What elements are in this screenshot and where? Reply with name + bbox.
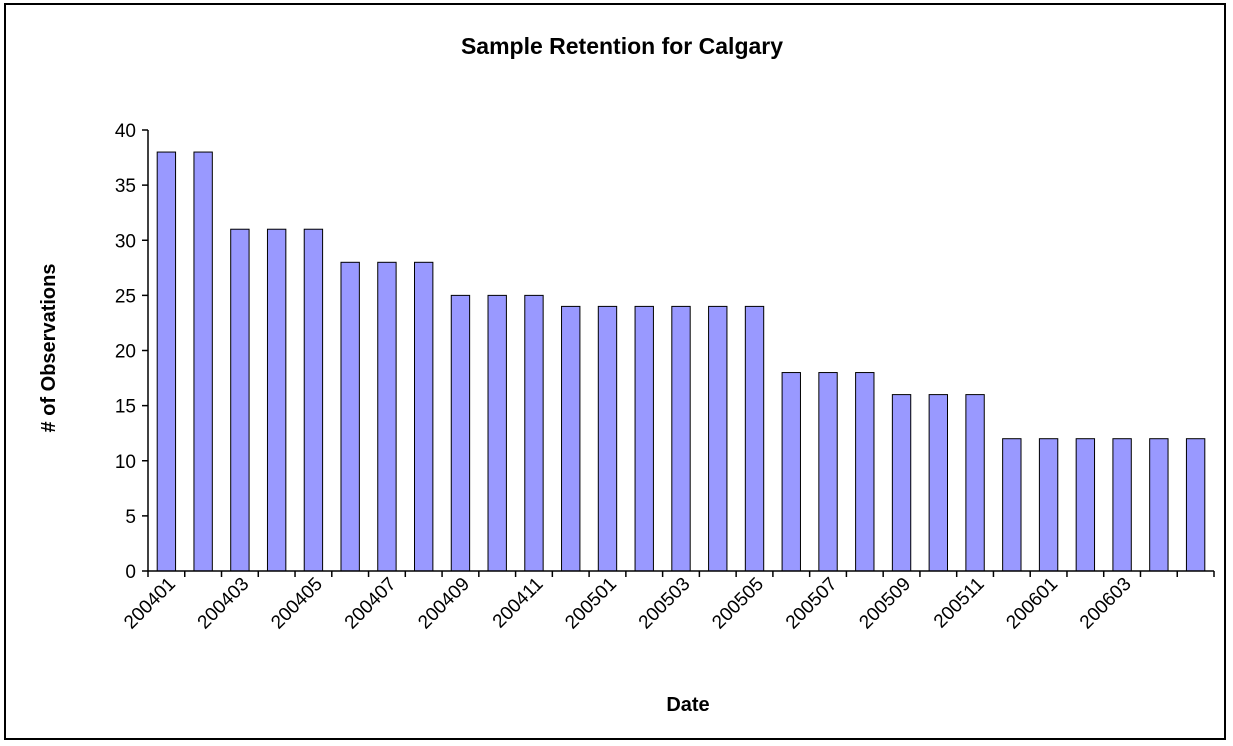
x-tick-label: 200501: [561, 574, 621, 634]
x-tick-label: 200405: [267, 574, 327, 634]
x-tick-label: 200505: [708, 574, 768, 634]
x-tick-label: 200407: [341, 574, 401, 634]
bar-200602: [1075, 438, 1096, 572]
x-tick-label: 200403: [194, 574, 254, 634]
bar-200603: [1112, 438, 1132, 572]
bar-200604: [1149, 438, 1169, 572]
bar-200412: [561, 305, 581, 572]
y-tick-label: 40: [115, 121, 136, 142]
bar-200404: [266, 228, 287, 572]
bar-200510: [928, 394, 948, 572]
y-axis-ticks: 0 5 10 15 20 25 30 35 40: [115, 121, 148, 583]
bar-200401: [156, 151, 177, 572]
x-tick-label: 200601: [1002, 574, 1062, 634]
bar-200508: [855, 372, 875, 572]
bar-200406: [340, 261, 360, 572]
bar-200408: [414, 261, 434, 572]
bar-200505: [744, 305, 765, 572]
y-tick-label: 5: [125, 507, 136, 528]
bar-200409: [450, 294, 471, 572]
x-tick-label: 200603: [1076, 574, 1136, 634]
bar-200511: [965, 394, 985, 572]
y-tick-label: 0: [125, 562, 136, 583]
x-axis-ticks: 200401 200403 200405 200407 200409 200411 2005…: [120, 571, 1215, 634]
bars: [156, 151, 1206, 572]
bar-200402: [193, 151, 213, 572]
bar-200411: [524, 294, 544, 572]
y-tick-label: 35: [115, 176, 136, 197]
bar-200405: [303, 228, 324, 572]
bar-200502: [634, 305, 654, 572]
y-tick-label: 20: [115, 342, 136, 363]
x-tick-label: 200507: [782, 574, 842, 634]
bar-200407: [377, 261, 397, 572]
y-tick-label: 25: [115, 286, 136, 307]
chart-title: Sample Retention for Calgary: [461, 33, 783, 59]
bar-200605: [1185, 438, 1206, 572]
bar-200410: [487, 294, 507, 572]
bar-200506: [781, 372, 801, 572]
x-tick-label: 200511: [930, 574, 989, 633]
x-tick-label: 200509: [855, 574, 915, 634]
bar-200601: [1038, 438, 1059, 572]
y-axis-title: # of Observations: [38, 264, 60, 433]
bar-200503: [671, 305, 691, 572]
y-tick-label: 30: [115, 231, 136, 252]
bar-200504: [708, 305, 728, 572]
bar-200509: [891, 394, 912, 572]
x-tick-label: 200503: [635, 574, 695, 634]
x-tick-label: 200411: [489, 574, 548, 633]
bar-200403: [230, 228, 250, 572]
x-tick-label: 200409: [414, 574, 474, 634]
y-tick-label: 15: [115, 397, 136, 418]
bar-200512: [1002, 438, 1022, 572]
bar-200501: [597, 305, 618, 572]
bar-200507: [818, 372, 838, 572]
y-tick-label: 10: [115, 452, 136, 473]
x-axis-title: Date: [666, 694, 709, 716]
